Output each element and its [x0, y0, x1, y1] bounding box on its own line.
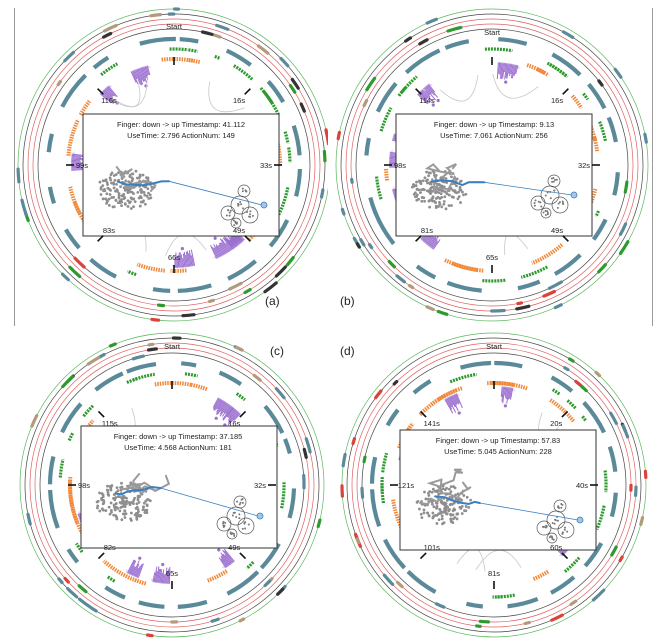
time-mark-label: 82s	[104, 543, 116, 552]
panel-d-letter: (d)	[340, 344, 355, 358]
panel-b-letter: (b)	[340, 294, 355, 308]
time-mark-label: 116s	[101, 96, 117, 105]
vertical-divider-right	[652, 8, 653, 326]
panel-c: Finger: down -> up Timestamp: 37.185 Use…	[19, 332, 325, 638]
panel-d-scatter	[415, 468, 584, 544]
time-mark-label: 49s	[233, 226, 245, 235]
panel-b: Finger: down -> up Timestamp: 9.13 UseTi…	[335, 8, 649, 322]
panel-c-info-box	[80, 425, 278, 549]
panel-a-start-label: Start	[166, 22, 183, 31]
panel-a-info-line1: Finger: down -> up Timestamp: 41.112	[117, 120, 245, 129]
panel-b-scatter	[410, 163, 578, 219]
panel-a-ticks	[70, 65, 278, 269]
panel-d-time-marks: 20s 40s 60s 81s 101s 121s 141s	[390, 381, 598, 589]
time-mark-label: 101s	[424, 543, 441, 552]
panel-b-start-label: Start	[484, 28, 501, 37]
time-mark-label: 115s	[102, 419, 118, 428]
panel-c-scatter	[95, 473, 264, 540]
time-mark-label: 32s	[578, 161, 590, 170]
time-mark-label: 65s	[166, 569, 178, 578]
panel-b-segments	[336, 17, 648, 316]
time-mark-label: 20s	[550, 419, 562, 428]
panel-a-letter: (a)	[265, 294, 280, 308]
time-mark-label: 141s	[424, 419, 441, 428]
panel-d-segments	[340, 357, 648, 628]
time-mark-label: 83s	[103, 226, 115, 235]
panel-a-info-line2: UseTime: 2.796 ActionNum: 149	[127, 131, 235, 140]
time-mark-label: 16s	[233, 96, 245, 105]
time-mark-label: 49s	[551, 226, 563, 235]
panel-c-rings	[19, 332, 325, 638]
panel-d-start-label: Start	[486, 342, 503, 351]
time-mark-label: 16s	[228, 419, 240, 428]
panel-b-info-line1: Finger: down -> up Timestamp: 9.13	[434, 120, 554, 129]
panel-c-letter: (c)	[270, 344, 284, 358]
panel-c-info-line2: UseTime: 4.568 ActionNum: 181	[124, 443, 232, 452]
time-mark-label: 81s	[488, 569, 500, 578]
time-mark-label: 98s	[394, 161, 406, 170]
panel-d: Finger: down -> up Timestamp: 57.83 UseT…	[340, 332, 648, 638]
time-mark-label: 66s	[168, 253, 180, 262]
time-mark-label: 81s	[421, 226, 433, 235]
time-mark-label: 60s	[550, 543, 562, 552]
time-mark-label: 33s	[260, 161, 272, 170]
panel-b-info-line2: UseTime: 7.061 ActionNum: 256	[440, 131, 548, 140]
panel-a-info-box	[82, 113, 280, 237]
panel-c-start-label: Start	[164, 342, 181, 351]
panel-b-time-marks: 16s 32s 49s 65s 81s 98s 114s	[384, 57, 600, 273]
time-mark-label: 65s	[486, 253, 498, 262]
time-mark-label: 49s	[228, 543, 240, 552]
panel-d-rings	[341, 332, 647, 638]
panel-a-time-marks: 16s 33s 49s 66s 83s 99s 116s	[66, 57, 282, 273]
time-mark-label: 99s	[76, 161, 88, 170]
time-mark-label: 16s	[551, 96, 563, 105]
time-mark-label: 32s	[254, 481, 266, 490]
panel-d-info-line1: Finger: down -> up Timestamp: 57.83	[436, 436, 560, 445]
time-mark-label: 40s	[576, 481, 588, 490]
panel-c-info-line1: Finger: down -> up Timestamp: 37.185	[114, 432, 243, 441]
panel-c-segments	[26, 336, 322, 638]
panel-a: Finger: down -> up Timestamp: 41.112 Use…	[16, 7, 328, 322]
time-mark-label: 98s	[78, 481, 90, 490]
panel-d-info-line2: UseTime: 5.045 ActionNum: 228	[444, 447, 552, 456]
time-mark-label: 114s	[419, 96, 435, 105]
panel-a-scatter	[98, 166, 268, 229]
panel-c-time-marks: 16s 32s 49s 65s 82s 98s 115s	[68, 381, 276, 589]
panel-a-segments	[16, 7, 328, 322]
vertical-divider-left	[14, 8, 15, 326]
time-mark-label: 121s	[398, 481, 415, 490]
